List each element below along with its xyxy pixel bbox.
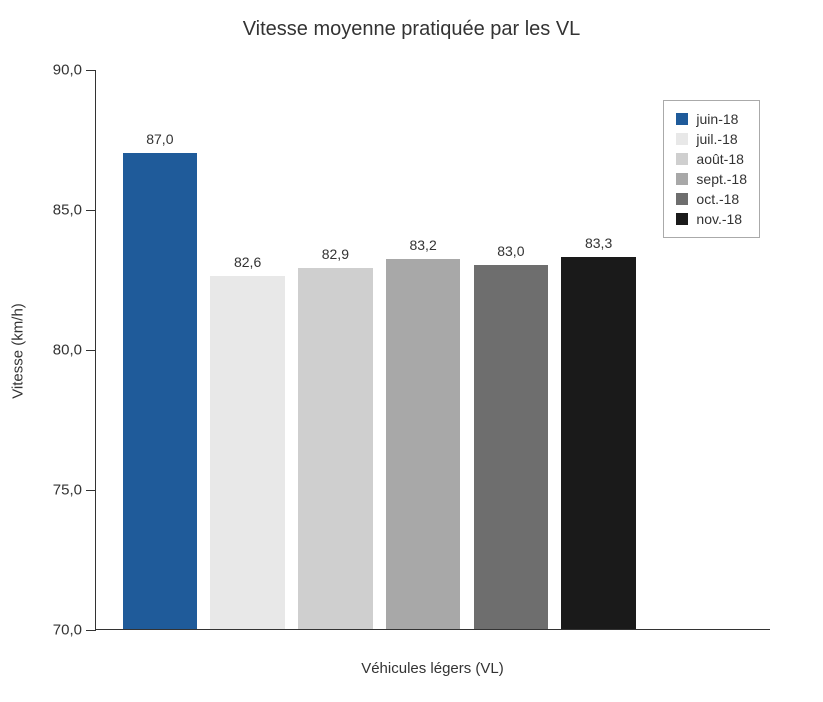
legend-swatch [676,113,688,125]
y-tick [86,630,96,631]
x-axis-label: Véhicules légers (VL) [95,660,770,677]
legend-label: sept.-18 [696,169,747,189]
bar-value-label: 83,3 [561,235,636,251]
legend-item: juin-18 [676,109,747,129]
bar-value-label: 82,9 [298,246,373,262]
bar-value-label: 87,0 [123,131,198,147]
legend-item: sept.-18 [676,169,747,189]
y-tick [86,350,96,351]
legend-swatch [676,173,688,185]
legend-label: nov.-18 [696,209,742,229]
y-tick [86,210,96,211]
legend-item: oct.-18 [676,189,747,209]
plot-area: 87,082,682,983,283,083,3 juin-18juil.-18… [95,70,770,630]
legend-item: juil.-18 [676,129,747,149]
legend-item: août-18 [676,149,747,169]
y-tick [86,70,96,71]
y-tick-label: 80,0 [53,342,82,359]
y-tick-label: 90,0 [53,62,82,79]
y-tick [86,490,96,491]
bar-juil.-18: 82,6 [210,276,285,629]
bar-oct.-18: 83,0 [474,265,549,629]
legend-swatch [676,133,688,145]
legend: juin-18juil.-18août-18sept.-18oct.-18nov… [663,100,760,238]
legend-label: oct.-18 [696,189,739,209]
bar-nov.-18: 83,3 [561,257,636,629]
legend-label: juil.-18 [696,129,737,149]
y-axis-label: Vitesse (km/h) [10,303,27,399]
chart-title: Vitesse moyenne pratiquée par les VL [0,18,823,41]
y-tick-label: 70,0 [53,622,82,639]
legend-label: août-18 [696,149,743,169]
legend-swatch [676,213,688,225]
y-tick-label: 75,0 [53,482,82,499]
bar-value-label: 83,0 [474,243,549,259]
bar-sept.-18: 83,2 [386,259,461,629]
bar-août-18: 82,9 [298,268,373,629]
bar-juin-18: 87,0 [123,153,198,629]
chart-container: Vitesse moyenne pratiquée par les VL Vit… [0,0,823,702]
legend-label: juin-18 [696,109,738,129]
legend-swatch [676,153,688,165]
y-tick-label: 85,0 [53,202,82,219]
legend-item: nov.-18 [676,209,747,229]
legend-swatch [676,193,688,205]
bar-value-label: 82,6 [210,254,285,270]
bar-value-label: 83,2 [386,237,461,253]
